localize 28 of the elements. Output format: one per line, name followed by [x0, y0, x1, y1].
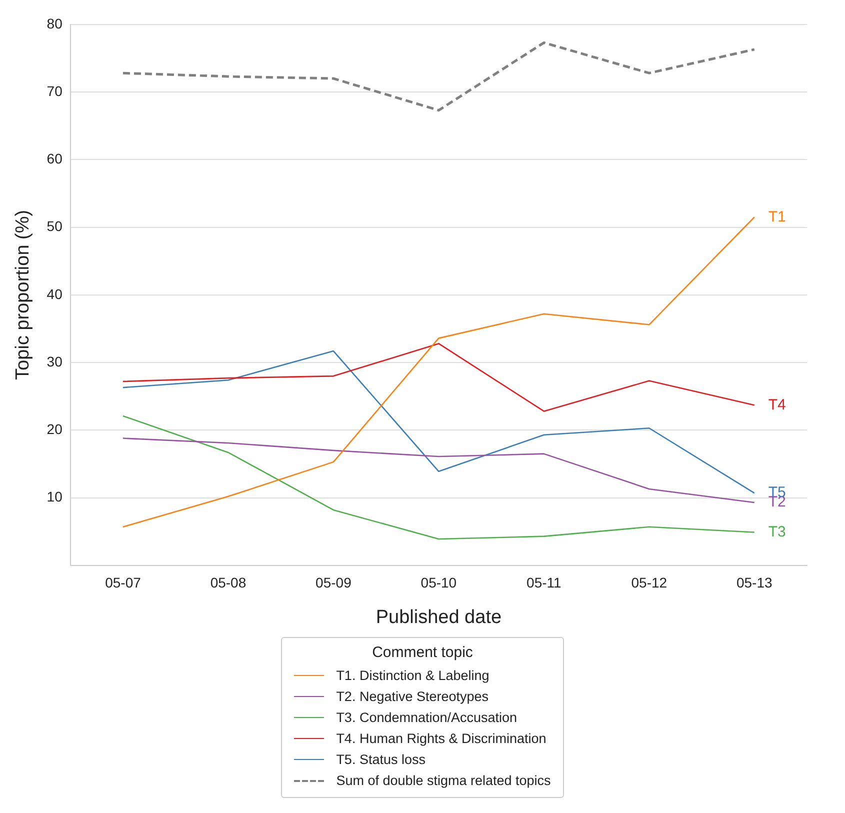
annotation: T3: [768, 523, 786, 540]
annotation: T4: [768, 396, 786, 414]
y-tick-label: 30: [46, 353, 63, 370]
x-tick-label: 05-12: [631, 574, 668, 591]
x-tick-label: 05-10: [420, 574, 457, 591]
legend-label: Sum of double stigma related topics: [336, 773, 551, 788]
legend-label: T1. Distinction & Labeling: [336, 668, 490, 683]
legend-label: T2. Negative Stereotypes: [336, 689, 489, 704]
legend-label: T4. Human Rights & Discrimination: [336, 731, 546, 746]
x-axis-title: Published date: [376, 606, 502, 628]
legend-label: T5. Status loss: [336, 752, 426, 767]
x-tick-label: 05-09: [316, 574, 352, 591]
y-tick-label: 10: [46, 488, 63, 505]
x-tick-label: 05-11: [526, 574, 562, 591]
y-tick-label: 80: [46, 15, 63, 32]
y-tick-label: 20: [46, 421, 63, 438]
y-tick-label: 50: [46, 218, 63, 234]
x-tick-label: 05-07: [105, 574, 142, 591]
x-tick-label: 05-13: [736, 574, 772, 591]
line-series: [122, 41, 756, 112]
y-tick-label: 40: [46, 286, 63, 302]
x-tick-label: 05-08: [210, 574, 246, 591]
y-axis-title: Topic proportion (%): [12, 210, 34, 380]
annotation: T1: [768, 208, 786, 226]
y-tick-label: 70: [46, 82, 63, 99]
legend-label: T3. Condemnation/Accusation: [336, 710, 518, 725]
y-tick-label: 60: [46, 150, 63, 167]
legend-title: Comment topic: [371, 644, 474, 661]
